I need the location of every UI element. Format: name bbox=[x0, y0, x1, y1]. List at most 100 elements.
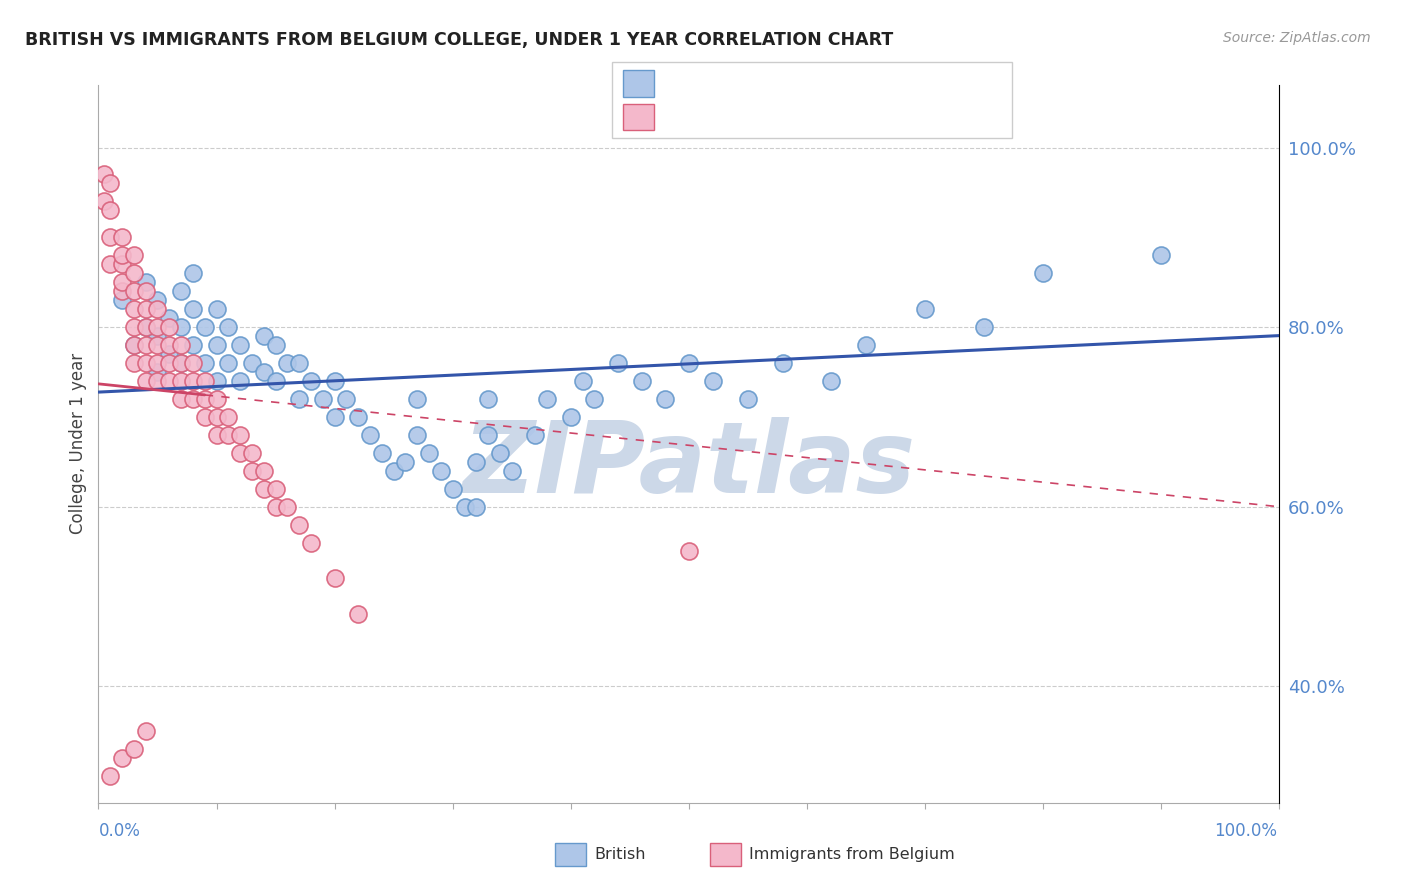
Point bbox=[194, 374, 217, 388]
Point bbox=[288, 517, 311, 532]
Point bbox=[98, 203, 121, 218]
Point bbox=[146, 365, 169, 379]
Point bbox=[98, 177, 121, 191]
Point bbox=[571, 374, 593, 388]
Point bbox=[583, 392, 606, 406]
Point bbox=[477, 427, 499, 442]
Point bbox=[146, 293, 169, 308]
Point bbox=[205, 302, 228, 317]
Point bbox=[135, 320, 157, 334]
Point bbox=[181, 356, 204, 370]
Point bbox=[217, 356, 239, 370]
Point bbox=[524, 427, 547, 442]
Point bbox=[678, 544, 700, 558]
Point bbox=[135, 374, 157, 388]
Text: R =: R = bbox=[665, 108, 702, 126]
Point bbox=[264, 482, 287, 496]
Point bbox=[111, 293, 134, 308]
Point bbox=[654, 392, 676, 406]
Point bbox=[678, 356, 700, 370]
Point bbox=[146, 320, 169, 334]
Point bbox=[217, 320, 239, 334]
Point bbox=[264, 374, 287, 388]
Point bbox=[122, 338, 145, 352]
Point bbox=[194, 409, 217, 424]
Point bbox=[194, 392, 217, 406]
Text: Source: ZipAtlas.com: Source: ZipAtlas.com bbox=[1223, 31, 1371, 45]
Point bbox=[855, 338, 877, 352]
Point bbox=[181, 374, 204, 388]
Point bbox=[240, 446, 263, 460]
Point bbox=[181, 302, 204, 317]
Point bbox=[737, 392, 759, 406]
Point bbox=[146, 302, 169, 317]
Point bbox=[312, 392, 335, 406]
Point bbox=[170, 284, 193, 298]
Point bbox=[560, 409, 582, 424]
Point bbox=[217, 427, 239, 442]
Point bbox=[359, 427, 381, 442]
Point bbox=[1032, 266, 1054, 280]
Text: Immigrants from Belgium: Immigrants from Belgium bbox=[749, 847, 955, 862]
Text: ZIPatlas: ZIPatlas bbox=[463, 417, 915, 514]
Point bbox=[430, 464, 453, 478]
Point bbox=[122, 338, 145, 352]
Point bbox=[170, 374, 193, 388]
Point bbox=[98, 769, 121, 783]
Point bbox=[347, 607, 370, 622]
Point bbox=[170, 356, 193, 370]
Point bbox=[157, 356, 180, 370]
Point bbox=[194, 320, 217, 334]
Text: N = 72: N = 72 bbox=[799, 75, 860, 93]
Point bbox=[205, 427, 228, 442]
Point bbox=[111, 275, 134, 289]
Point bbox=[122, 248, 145, 262]
Point bbox=[181, 266, 204, 280]
Point bbox=[253, 482, 276, 496]
Point bbox=[406, 392, 429, 406]
Point bbox=[347, 409, 370, 424]
Point bbox=[111, 284, 134, 298]
Point bbox=[371, 446, 394, 460]
Point bbox=[111, 751, 134, 765]
Point bbox=[135, 724, 157, 739]
Point bbox=[205, 374, 228, 388]
Point bbox=[229, 338, 252, 352]
Point bbox=[276, 500, 298, 514]
Point bbox=[288, 356, 311, 370]
Point bbox=[98, 257, 121, 271]
Point bbox=[146, 338, 169, 352]
Point bbox=[146, 374, 169, 388]
Point bbox=[205, 338, 228, 352]
Point bbox=[135, 284, 157, 298]
Point bbox=[240, 464, 263, 478]
Point bbox=[772, 356, 794, 370]
Point bbox=[135, 356, 157, 370]
Point bbox=[323, 374, 346, 388]
Point bbox=[299, 374, 322, 388]
Point bbox=[205, 392, 228, 406]
Point bbox=[157, 374, 180, 388]
Point bbox=[111, 248, 134, 262]
Point bbox=[229, 427, 252, 442]
Point bbox=[382, 464, 405, 478]
Point bbox=[170, 356, 193, 370]
Point bbox=[205, 409, 228, 424]
Point bbox=[181, 392, 204, 406]
Point bbox=[181, 338, 204, 352]
Point bbox=[394, 455, 416, 469]
Point bbox=[111, 230, 134, 244]
Point bbox=[157, 347, 180, 361]
Point bbox=[135, 275, 157, 289]
Point bbox=[288, 392, 311, 406]
Point bbox=[406, 427, 429, 442]
Text: -0.069: -0.069 bbox=[718, 108, 778, 126]
Point bbox=[973, 320, 995, 334]
Point bbox=[489, 446, 512, 460]
Point bbox=[299, 535, 322, 549]
Point bbox=[157, 338, 180, 352]
Text: 0.0%: 0.0% bbox=[98, 822, 141, 840]
Point bbox=[264, 338, 287, 352]
Point bbox=[253, 329, 276, 343]
Point bbox=[240, 356, 263, 370]
